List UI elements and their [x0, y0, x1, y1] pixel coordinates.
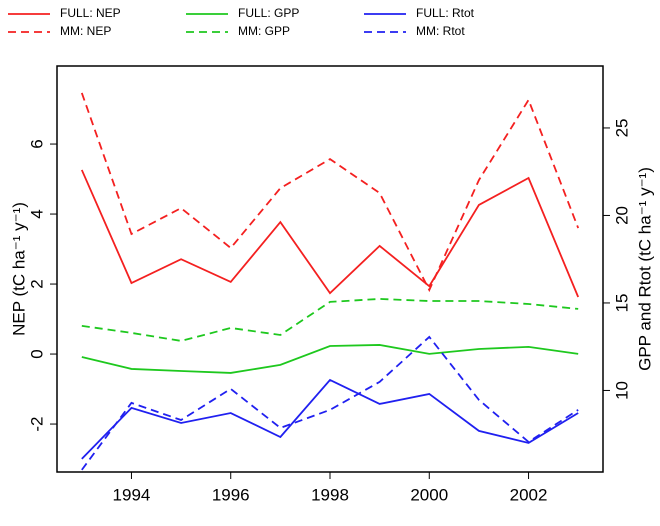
y2-tick-label: 25 — [612, 118, 631, 137]
legend-label: FULL: NEP — [60, 6, 121, 20]
x-tick-label: 1994 — [113, 485, 151, 504]
y2-axis-label: GPP and Rtot (tC ha⁻¹ y⁻¹) — [635, 167, 654, 371]
y-tick-label: 6 — [27, 139, 46, 148]
x-tick-label: 2000 — [410, 485, 448, 504]
series-line — [80, 169, 580, 298]
y-tick-label: 0 — [27, 349, 46, 358]
legend-label: MM: NEP — [60, 24, 111, 38]
legend-label: MM: Rtot — [416, 24, 465, 38]
x-tick-label: 2002 — [510, 485, 548, 504]
legend-label: FULL: Rtot — [416, 6, 475, 20]
y-tick-label: 4 — [27, 209, 46, 218]
series-line — [81, 378, 579, 460]
series-line — [81, 335, 579, 471]
series-line — [81, 344, 579, 374]
x-tick-label: 1996 — [212, 485, 250, 504]
y-tick-label: -2 — [27, 416, 46, 431]
y-axis-label: NEP (tC ha⁻¹ y⁻¹) — [9, 202, 28, 336]
y2-tick-label: 20 — [612, 206, 631, 225]
y2-tick-label: 15 — [612, 293, 631, 312]
y-tick-label: 2 — [27, 279, 46, 288]
legend-label: FULL: GPP — [238, 6, 299, 20]
legend-label: MM: GPP — [238, 24, 290, 38]
series-line — [80, 92, 580, 293]
x-tick-label: 1998 — [311, 485, 349, 504]
y2-tick-label: 10 — [612, 381, 631, 400]
series-line — [81, 298, 579, 342]
